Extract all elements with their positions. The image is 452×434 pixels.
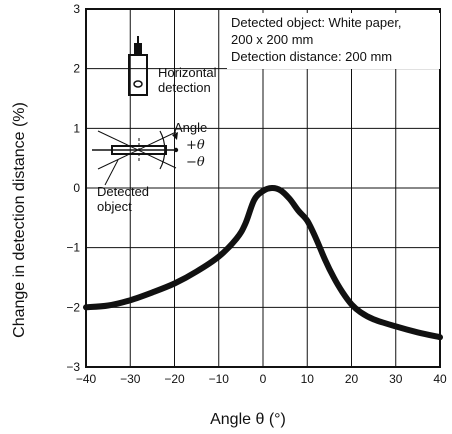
y-tick-label: −1 [66, 241, 80, 255]
sensor-top-icon [134, 43, 142, 55]
plus-theta-label: +θ [186, 138, 205, 153]
angle-dot [173, 147, 179, 153]
horizontal-label-2: detection [158, 80, 211, 95]
y-tick-label: −3 [66, 360, 80, 374]
y-tick-label: 2 [73, 62, 80, 76]
minus-theta-label: −θ [186, 155, 205, 170]
angle-arc [159, 130, 166, 170]
x-tick-label: 10 [301, 372, 315, 386]
x-tick-label: 30 [389, 372, 403, 386]
y-axis-title: Change in detection distance (%) [11, 102, 28, 338]
x-tick-label: −30 [120, 372, 141, 386]
annotation-line-2: 200 x 200 mm [231, 32, 313, 47]
y-tick-label: 3 [73, 2, 80, 16]
x-axis-title: Angle θ (°) [210, 411, 286, 428]
angle-arrow-icon [172, 132, 178, 140]
object-label-2: object [97, 199, 132, 214]
sensor-window-icon [133, 80, 143, 88]
angle-label: Angle [174, 120, 207, 135]
x-tick-label: −10 [209, 372, 230, 386]
annotation-line-1: Detected object: White paper, [231, 15, 402, 30]
inset-diagram: Horizontal detection Angle +θ −θ Detecte… [92, 36, 217, 214]
x-tick-label: 20 [345, 372, 359, 386]
series-line [83, 184, 443, 341]
y-tick-label: −2 [66, 300, 80, 314]
object-leader-line [104, 159, 119, 186]
horizontal-label-1: Horizontal [158, 65, 217, 80]
plot-frame [85, 8, 441, 368]
x-tick-label: 0 [260, 372, 267, 386]
annotation-background [227, 13, 440, 69]
annotation-box: Detected object: White paper, 200 x 200 … [227, 13, 440, 69]
sensor-body-icon [128, 54, 148, 96]
annotation-line-3: Detection distance: 200 mm [231, 49, 392, 64]
y-tick-label: 1 [73, 121, 80, 135]
y-tick-label: 0 [73, 181, 80, 195]
x-tick-label: −20 [164, 372, 185, 386]
object-label-1: Detected [97, 184, 149, 199]
x-tick-label: −40 [76, 372, 97, 386]
x-tick-label: 40 [433, 372, 447, 386]
